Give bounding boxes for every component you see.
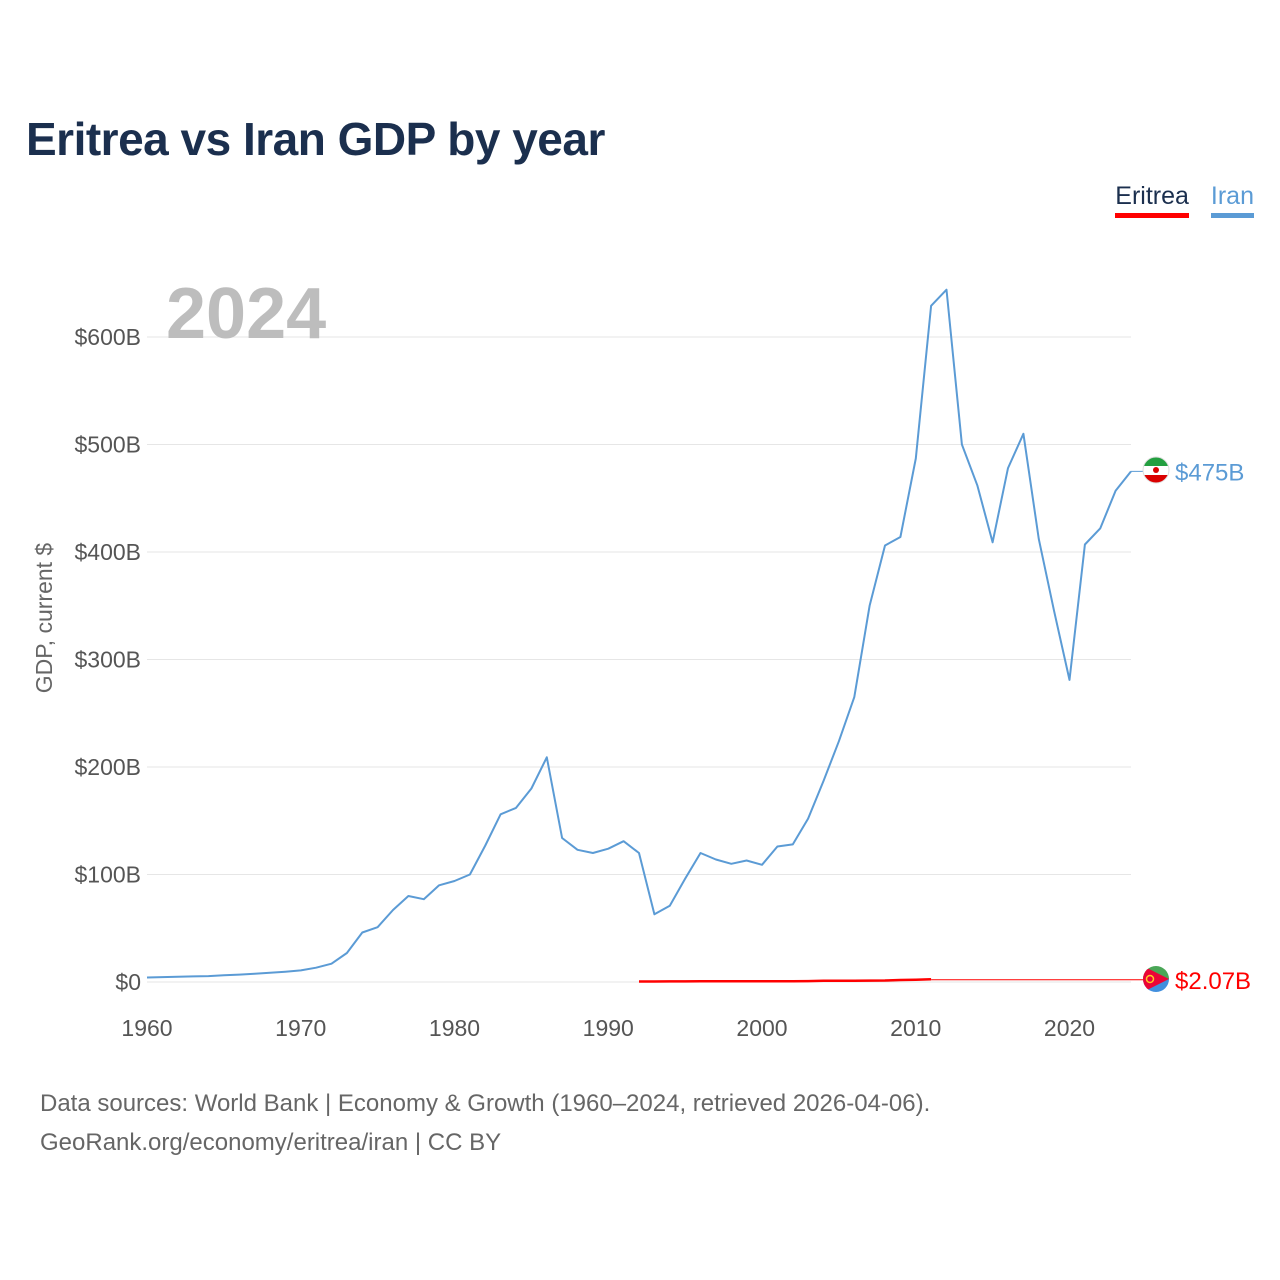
iran-flag-icon bbox=[1142, 456, 1170, 484]
gridlines bbox=[147, 336, 1131, 983]
x-tick-label: 1980 bbox=[429, 1015, 480, 1041]
series-line-eritrea bbox=[639, 977, 932, 983]
x-tick-label: 2020 bbox=[1044, 1015, 1095, 1041]
y-tick-label: $0 bbox=[115, 969, 141, 995]
legend: Eritrea Iran bbox=[1115, 182, 1254, 218]
series-lines: $475B $2.07B bbox=[146, 288, 1251, 995]
y-axis-label: GDP, current $ bbox=[31, 543, 57, 694]
legend-item-eritrea[interactable]: Eritrea bbox=[1115, 182, 1189, 218]
footer: Data sources: World Bank | Economy & Gro… bbox=[40, 1084, 930, 1162]
x-tick-label: 1970 bbox=[275, 1015, 326, 1041]
end-label-eritrea: $2.07B bbox=[1175, 968, 1251, 995]
x-axis-ticks: 1960 1970 1980 1990 2000 2010 2020 bbox=[121, 1015, 1095, 1041]
data-source-note: Data sources: World Bank | Economy & Gro… bbox=[40, 1090, 931, 1117]
x-tick-label: 2010 bbox=[890, 1015, 941, 1041]
y-tick-label: $500B bbox=[74, 432, 141, 458]
series-line-iran bbox=[146, 288, 1132, 979]
page-title: Eritrea vs Iran GDP by year bbox=[26, 113, 605, 165]
y-tick-label: $600B bbox=[74, 324, 141, 350]
y-tick-label: $300B bbox=[74, 647, 141, 673]
y-tick-label: $100B bbox=[74, 862, 141, 888]
eritrea-flag-icon bbox=[1143, 966, 1169, 992]
y-tick-label: $200B bbox=[74, 754, 141, 780]
y-tick-label: $400B bbox=[74, 539, 141, 565]
line-chart: 2024 GDP, current $ $0 $100B $200B $300B $40… bbox=[31, 274, 1251, 1041]
year-watermark: 2024 bbox=[166, 274, 326, 354]
end-label-iran: $475B bbox=[1175, 459, 1244, 486]
x-tick-label: 1960 bbox=[121, 1015, 172, 1041]
y-axis-ticks: $0 $100B $200B $300B $400B $500B $600B bbox=[74, 324, 141, 995]
x-tick-label: 2000 bbox=[736, 1015, 787, 1041]
x-tick-label: 1990 bbox=[583, 1015, 634, 1041]
legend-item-iran[interactable]: Iran bbox=[1210, 182, 1254, 218]
attribution-link[interactable]: GeoRank.org/economy/eritrea/iran | CC BY bbox=[40, 1129, 502, 1156]
